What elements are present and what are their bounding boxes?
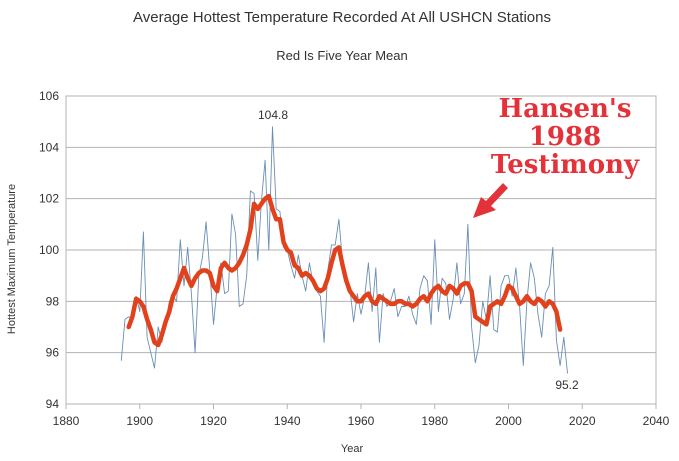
chart-subtitle: Red Is Five Year Mean [276, 48, 408, 63]
y-axis-ticks: 94 96 98 100 102 104 106 [39, 89, 59, 411]
y-tick-label: 102 [39, 192, 59, 206]
callout-line-1: Hansen's [499, 94, 632, 124]
y-tick-label: 94 [46, 397, 60, 411]
callout-line-3: Testimony [491, 150, 640, 180]
x-tick-label: 1920 [200, 414, 227, 428]
x-tick-label: 2020 [569, 414, 596, 428]
plot-frame [65, 95, 657, 405]
x-axis-label: Year [341, 443, 364, 455]
x-tick-label: 2040 [643, 414, 670, 428]
y-axis-label: Hottest Maximum Temperature [6, 184, 18, 334]
series-group [120, 126, 568, 374]
callout-line-2: 1988 [529, 122, 601, 152]
final-value-label: 95.2 [555, 378, 579, 392]
y-tick-label: 98 [46, 294, 60, 308]
peak-value-label: 104.8 [258, 108, 288, 122]
x-tick-label: 1880 [53, 414, 80, 428]
x-tick-label: 1940 [274, 414, 301, 428]
x-axis-ticks: 1880 1900 1920 1940 1960 1980 2000 2020 2040 [53, 404, 670, 428]
y-tick-label: 96 [46, 346, 60, 360]
x-tick-label: 1980 [421, 414, 448, 428]
callout-arrow [473, 183, 508, 218]
y-tick-label: 104 [39, 140, 59, 154]
y-tick-label: 100 [39, 243, 59, 257]
five-year-mean-line [126, 193, 563, 348]
x-tick-label: 2000 [495, 414, 522, 428]
y-tick-label: 106 [39, 89, 59, 103]
x-tick-label: 1960 [348, 414, 375, 428]
chart-title: Average Hottest Temperature Recorded At … [133, 9, 551, 26]
x-tick-label: 1900 [126, 414, 153, 428]
